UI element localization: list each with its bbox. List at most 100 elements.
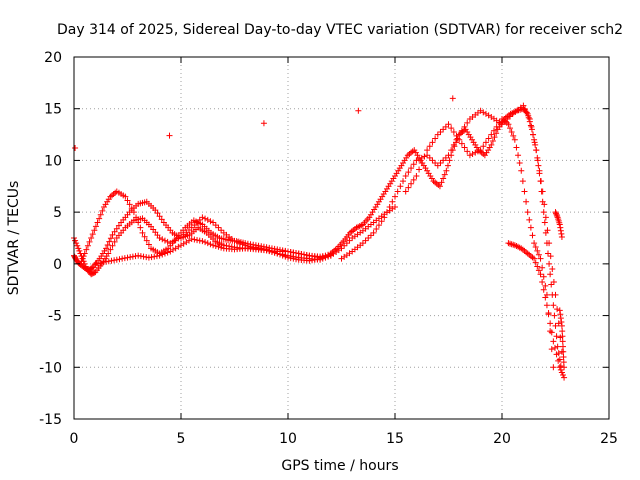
x-tick-label: 0: [70, 431, 79, 447]
data-point: [482, 110, 489, 117]
data-point: [507, 113, 514, 120]
data-point: [555, 320, 562, 327]
data-point: [133, 214, 140, 221]
data-point: [260, 120, 267, 127]
data-point: [550, 338, 557, 345]
data-point: [103, 258, 110, 265]
data-point: [555, 357, 562, 364]
y-tick-label: 10: [44, 153, 62, 169]
data-point: [445, 152, 452, 159]
data-point: [520, 102, 527, 109]
data-point: [450, 128, 457, 135]
data-point: [424, 152, 431, 159]
data-point: [378, 218, 385, 225]
data-point: [547, 320, 554, 327]
data-point: [456, 136, 463, 143]
data-point: [559, 343, 566, 350]
data-point: [402, 188, 409, 195]
data-point: [464, 119, 471, 126]
data-point: [545, 311, 552, 318]
data-point: [100, 259, 107, 266]
data-point: [558, 319, 565, 326]
data-point: [72, 237, 79, 244]
data-point: [319, 254, 326, 261]
data-point: [432, 135, 439, 142]
data-point: [426, 143, 433, 150]
data-point: [532, 244, 539, 251]
data-point: [557, 311, 564, 318]
data-point: [161, 250, 168, 257]
data-point: [557, 224, 564, 231]
data-point: [515, 152, 522, 159]
data-point: [537, 255, 544, 262]
data-point: [367, 232, 374, 239]
data-point: [210, 219, 217, 226]
data-point: [539, 264, 546, 271]
data-point: [526, 216, 533, 223]
data-point: [139, 229, 146, 236]
data-point: [127, 254, 134, 261]
data-point: [474, 148, 481, 155]
data-point: [156, 252, 163, 259]
data-point: [552, 291, 559, 298]
data-point: [359, 240, 366, 247]
data-point: [285, 254, 291, 261]
data-point: [84, 242, 91, 249]
x-tick-label: 15: [386, 431, 404, 447]
data-point: [159, 236, 166, 243]
data-point: [440, 157, 447, 164]
data-point: [550, 278, 557, 285]
data-point: [295, 250, 302, 257]
data-point: [469, 150, 476, 157]
data-point: [448, 147, 455, 154]
data-point: [551, 344, 558, 351]
data-point: [458, 140, 465, 147]
data-point: [436, 183, 443, 190]
data-point: [432, 160, 439, 167]
series-track-4: [92, 236, 334, 267]
data-point: [140, 253, 147, 260]
data-point: [560, 348, 567, 355]
data-point: [461, 144, 468, 151]
data-point: [115, 222, 122, 229]
data-point: [128, 205, 135, 212]
data-point: [75, 245, 82, 252]
x-tick-label: 5: [177, 431, 186, 447]
data-point: [78, 258, 85, 265]
data-point: [96, 215, 103, 222]
data-point: [493, 123, 500, 130]
data-point: [458, 127, 465, 134]
data-point: [276, 251, 283, 258]
data-point: [199, 238, 206, 245]
data-point: [91, 227, 98, 234]
data-point: [546, 240, 553, 247]
data-point: [80, 253, 87, 260]
series-track-8: [505, 240, 568, 381]
data-point: [161, 237, 168, 244]
data-point: [552, 209, 559, 216]
data-point: [105, 258, 112, 265]
data-point: [453, 132, 460, 139]
data-point: [507, 125, 514, 132]
data-point: [309, 257, 316, 264]
data-point: [76, 247, 83, 254]
data-point: [105, 250, 112, 257]
data-point: [510, 132, 517, 139]
data-point: [107, 246, 114, 253]
data-point: [523, 109, 530, 116]
data-point: [532, 141, 539, 148]
data-point: [534, 263, 541, 270]
data-point: [550, 364, 557, 371]
data-point: [92, 223, 99, 230]
data-point: [91, 269, 98, 276]
x-axis-label: GPS time / hours: [281, 458, 398, 474]
series-outliers: [72, 95, 456, 152]
data-point: [532, 259, 539, 266]
data-point: [451, 143, 458, 150]
data-point: [121, 255, 128, 262]
data-point: [424, 147, 431, 154]
data-point: [421, 153, 428, 160]
data-point: [355, 107, 362, 114]
series-track-7: [402, 116, 557, 371]
y-tick-label: 5: [53, 205, 62, 221]
